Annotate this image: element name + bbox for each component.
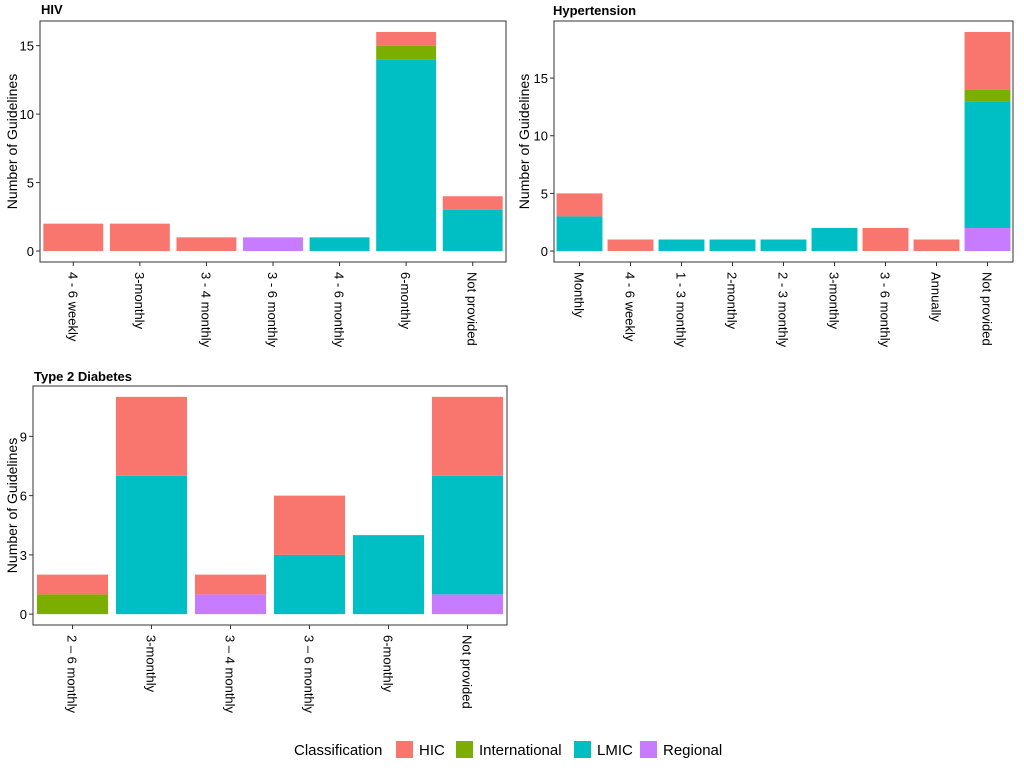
legend: Classification HIC International LMIC Region…: [294, 741, 722, 759]
legend-label-regional: Regional: [663, 742, 722, 759]
type-2-diabetes-bar-3-monthly-lmic: [115, 475, 188, 615]
type-2-diabetes-plot-border: [32, 385, 508, 626]
type-2-diabetes-y-tick-label: 0: [20, 607, 27, 622]
type-2-diabetes-bar-2-6-monthly-hic: [36, 574, 109, 595]
hiv-bar-6-monthly-international: [376, 45, 437, 60]
hiv-bar-not-provided-hic: [442, 196, 503, 210]
hiv-x-tick-label: 3 - 4 monthly: [198, 272, 213, 348]
hypertension-bar-2-3-monthly-lmic: [760, 239, 807, 252]
hiv-x-tick-label: 6-monthly: [398, 272, 413, 330]
hiv-x-tick-label: 3-monthly: [132, 272, 147, 330]
hypertension-bar-3-6-monthly-hic: [862, 227, 909, 252]
hypertension-x-tick-label: Annually: [929, 272, 944, 322]
type-2-diabetes-y-axis-label: Number of Guidelines: [4, 438, 20, 573]
legend-label-lmic: LMIC: [597, 742, 633, 759]
type-2-diabetes-bar-3-6-monthly-hic: [273, 495, 346, 555]
hiv-bar-6-monthly-lmic: [376, 59, 437, 252]
hypertension-bar-2-monthly-lmic: [709, 239, 756, 252]
hypertension-x-tick-label: 2-monthly: [725, 272, 740, 330]
hiv-x-tick-label: Not provided: [465, 272, 480, 346]
hypertension-y-tick-label: 10: [534, 129, 548, 144]
type-2-diabetes-x-tick-label: 6-monthly: [381, 635, 396, 693]
hypertension-bar-monthly-lmic: [556, 216, 603, 252]
hiv-title: HIV: [41, 2, 63, 17]
hypertension-bar-not-provided-hic: [964, 31, 1011, 90]
hiv-y-tick-label: 0: [27, 244, 34, 259]
type-2-diabetes-x-tick-label: 3 – 4 monthly: [223, 635, 238, 714]
type-2-diabetes-x-tick-label: 2 – 6 monthly: [65, 635, 80, 714]
type-2-diabetes-title: Type 2 Diabetes: [34, 369, 132, 384]
type-2-diabetes-x-tick-label: Not provided: [460, 635, 475, 709]
hypertension-x-tick-label: 3-monthly: [827, 272, 842, 330]
hypertension-x-tick-label: 2 - 3 monthly: [776, 272, 791, 348]
hiv-bar-6-monthly-hic: [376, 31, 437, 46]
hiv-bar-3-6-monthly-regional: [243, 237, 303, 252]
legend-key-lmic: [574, 741, 591, 758]
hiv-y-axis-label: Number of Guidelines: [4, 74, 20, 209]
type-2-diabetes-bar-not-provided-regional: [431, 594, 504, 615]
type-2-diabetes-bar-6-monthly-lmic: [352, 535, 425, 615]
hiv-x-tick-label: 4 - 6 monthly: [332, 272, 347, 348]
type-2-diabetes-bar-3-monthly-hic: [115, 396, 188, 476]
hiv-y-tick-label: 5: [27, 176, 34, 191]
panel-hiv: HIV Number of Guidelines 0 5 10 15 4 - 6 weekl…: [4, 2, 507, 348]
type-2-diabetes-bar-3-4-monthly-hic: [194, 574, 267, 595]
hypertension-plot-border: [553, 20, 1014, 263]
hypertension-bar-not-provided-regional: [964, 227, 1011, 252]
legend-title: Classification: [294, 742, 382, 759]
hypertension-x-tick-label: 1 - 3 monthly: [674, 272, 689, 348]
legend-label-hic: HIC: [419, 742, 445, 759]
hypertension-bar-not-provided-international: [964, 89, 1011, 102]
hypertension-x-tick-label: 3 - 6 monthly: [878, 272, 893, 348]
hypertension-x-tick-label: Not provided: [980, 272, 995, 346]
legend-label-international: International: [479, 742, 562, 759]
legend-key-regional: [640, 741, 657, 758]
hypertension-y-axis-label: Number of Guidelines: [516, 74, 532, 209]
panel-hypertension: Hypertension Number of Guidelines 0 5 10 15 Mo…: [516, 3, 1014, 348]
hiv-bar-4-6-monthly-lmic: [309, 237, 370, 252]
type-2-diabetes-y-tick-label: 9: [20, 429, 27, 444]
type-2-diabetes-x-tick-label: 3 – 6 monthly: [302, 635, 317, 714]
hypertension-x-tick-label: 4 - 6 weekly: [623, 272, 638, 342]
hypertension-bar-not-provided-lmic: [964, 101, 1011, 228]
hiv-bar-3-monthly-hic: [109, 223, 170, 252]
hypertension-x-tick-label: Monthly: [572, 272, 587, 318]
hypertension-bar-1-3-monthly-lmic: [658, 239, 705, 252]
hypertension-y-tick-label: 15: [534, 71, 548, 86]
hypertension-bar-3-monthly-lmic: [811, 227, 858, 252]
legend-key-hic: [396, 741, 413, 758]
type-2-diabetes-bar-2-6-monthly-international: [36, 594, 109, 615]
type-2-diabetes-bar-3-6-monthly-lmic: [273, 554, 346, 615]
type-2-diabetes-bar-3-4-monthly-regional: [194, 594, 267, 615]
hypertension-y-tick-label: 0: [541, 244, 548, 259]
panel-type2-diabetes: Type 2 Diabetes Number of Guidelines 0 3 6 9 2…: [4, 369, 508, 714]
legend-key-international: [456, 741, 473, 758]
hypertension-bar-4-6-weekly-hic: [607, 239, 654, 252]
hypertension-bar-monthly-hic: [556, 193, 603, 217]
hypertension-title: Hypertension: [553, 3, 636, 18]
hiv-bar-4-6-weekly-hic: [43, 223, 104, 252]
hiv-x-tick-label: 3 - 6 monthly: [265, 272, 280, 348]
hypertension-y-tick-label: 5: [541, 186, 548, 201]
hiv-bar-not-provided-lmic: [442, 209, 503, 252]
type-2-diabetes-bar-not-provided-lmic: [431, 475, 504, 595]
hiv-y-tick-label: 10: [20, 107, 34, 122]
hiv-bar-3-4-monthly-hic: [176, 237, 237, 252]
type-2-diabetes-y-tick-label: 3: [20, 548, 27, 563]
type-2-diabetes-bar-not-provided-hic: [431, 396, 504, 476]
type-2-diabetes-x-tick-label: 3-monthly: [144, 635, 159, 693]
hiv-y-tick-label: 15: [20, 39, 34, 54]
hiv-plot-border: [39, 20, 507, 263]
hypertension-bar-annually-hic: [913, 239, 960, 252]
hiv-x-tick-label: 4 - 6 weekly: [65, 272, 80, 342]
type-2-diabetes-y-tick-label: 6: [20, 489, 27, 504]
